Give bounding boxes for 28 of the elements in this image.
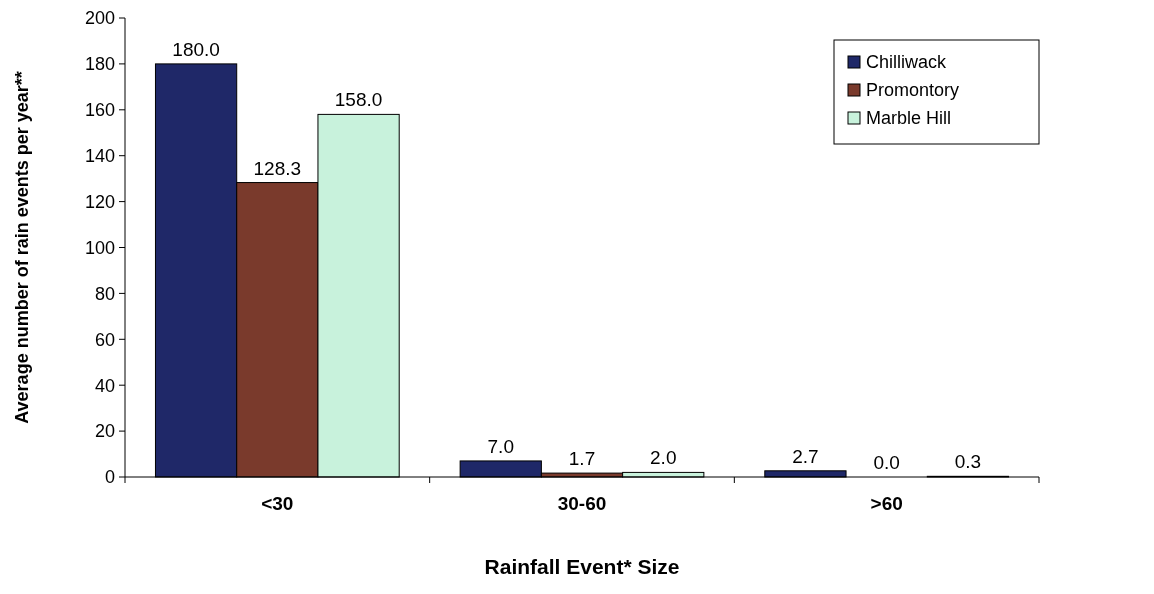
x-axis-title: Rainfall Event* Size <box>484 555 680 578</box>
data-label: 0.0 <box>873 452 900 473</box>
x-tick-label: 30-60 <box>557 493 607 514</box>
y-tick-label: 60 <box>94 329 115 350</box>
data-label: 158.0 <box>334 89 383 111</box>
data-label: 2.0 <box>650 447 677 469</box>
data-label: 7.0 <box>487 435 514 457</box>
data-label: 2.7 <box>792 445 819 467</box>
y-tick-label: 120 <box>84 191 115 212</box>
y-tick-label: 160 <box>84 100 115 121</box>
data-label: 0.3 <box>954 451 982 473</box>
legend-label: Promontory <box>866 80 960 101</box>
data-label: 128.3 <box>253 157 302 179</box>
y-tick-label: 180 <box>84 54 115 75</box>
x-tick-label: >60 <box>870 493 903 514</box>
legend-label: Chilliwack <box>866 52 948 73</box>
y-tick-label: 140 <box>84 146 115 166</box>
legend-label: Marble Hill <box>866 108 952 129</box>
data-label: 180.0 <box>172 38 220 60</box>
data-label: 1.7 <box>568 448 596 470</box>
y-tick-label: 200 <box>84 8 115 29</box>
y-axis-title: Average number of rain events per year** <box>12 71 32 424</box>
x-tick-label: <30 <box>261 493 294 514</box>
y-tick-label: 40 <box>94 375 115 396</box>
y-tick-label: 100 <box>84 237 115 258</box>
y-tick-label: 80 <box>94 283 115 304</box>
y-tick-label: 0 <box>104 467 115 488</box>
y-tick-label: 20 <box>94 421 115 442</box>
